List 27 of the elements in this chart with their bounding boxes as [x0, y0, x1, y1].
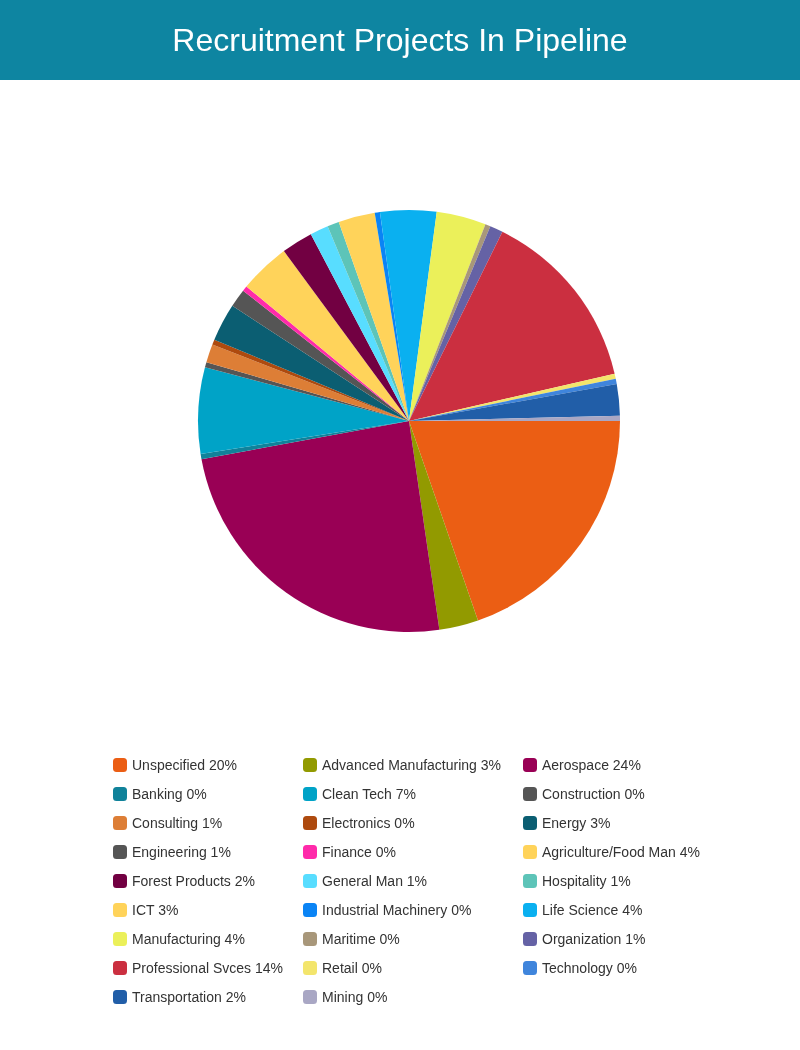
legend-label: Mining 0%	[322, 989, 388, 1005]
legend-label: Technology 0%	[542, 960, 637, 976]
legend-label: Advanced Manufacturing 3%	[322, 757, 501, 773]
legend-label: Professional Svces 14%	[132, 960, 283, 976]
legend-label: Agriculture/Food Man 4%	[542, 844, 700, 860]
legend-label: Manufacturing 4%	[132, 931, 245, 947]
legend-label: Finance 0%	[322, 844, 396, 860]
legend-label: Banking 0%	[132, 786, 207, 802]
legend-label: Consulting 1%	[132, 815, 223, 831]
legend-label: Energy 3%	[542, 815, 611, 831]
legend-label: Transportation 2%	[132, 989, 246, 1005]
legend-label: Clean Tech 7%	[322, 786, 416, 802]
legend-label: Life Science 4%	[542, 902, 643, 918]
legend-label: ICT 3%	[132, 902, 179, 918]
legend-label: Forest Products 2%	[132, 873, 255, 889]
legend-label: Aerospace 24%	[542, 757, 641, 773]
legend-label: Hospitality 1%	[542, 873, 631, 889]
legend-label: Construction 0%	[542, 786, 645, 802]
chart-title: Recruitment Projects In Pipeline	[172, 21, 628, 60]
legend-label: Retail 0%	[322, 960, 382, 976]
legend-label: Electronics 0%	[322, 815, 415, 831]
legend-label: Engineering 1%	[132, 844, 231, 860]
legend-label: Industrial Machinery 0%	[322, 902, 472, 918]
legend-label: Organization 1%	[542, 931, 646, 947]
legend-label: Unspecified 20%	[132, 757, 238, 773]
legend-label: Maritime 0%	[322, 931, 400, 947]
legend-label: General Man 1%	[322, 873, 428, 889]
